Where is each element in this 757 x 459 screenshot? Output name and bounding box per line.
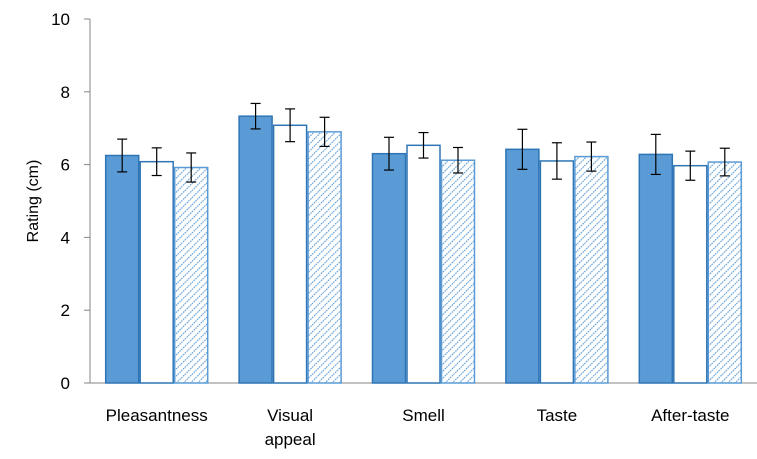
bar-series-1 <box>104 154 140 384</box>
bar-series-1 <box>638 153 674 384</box>
bar-series-3 <box>707 161 743 384</box>
error-bar <box>719 147 730 177</box>
x-tick-label: Visual <box>267 406 313 425</box>
x-tick-label: Smell <box>402 406 445 425</box>
bar-series-2 <box>272 124 308 384</box>
x-tick-label: Pleasantness <box>106 406 208 425</box>
error-bar <box>453 146 463 174</box>
bar-series-2 <box>406 144 441 384</box>
y-axis-title: Rating (cm) <box>25 160 42 243</box>
y-tick-label: 10 <box>51 10 70 29</box>
error-bar <box>384 136 394 171</box>
bars <box>104 115 743 384</box>
error-bar <box>418 131 429 159</box>
x-tick-label: Taste <box>537 406 578 425</box>
y-tick-label: 8 <box>61 83 70 102</box>
bar-series-1 <box>238 115 273 384</box>
bar-series-2 <box>539 160 575 384</box>
bar-series-3 <box>574 155 609 384</box>
bar-series-3 <box>440 159 476 384</box>
bar-series-3 <box>307 131 342 384</box>
bar-series-3 <box>173 166 209 384</box>
error-bar <box>151 147 162 177</box>
y-tick-label: 4 <box>61 228 70 247</box>
bar-series-1 <box>371 152 407 384</box>
y-tick-label: 2 <box>61 301 70 320</box>
x-tick-label: appeal <box>265 430 316 449</box>
error-bars <box>117 102 730 183</box>
bar-series-1 <box>505 148 540 384</box>
x-axis: Pleasantness Visual appeal Smell Taste After-… <box>90 382 757 449</box>
error-bar <box>319 116 330 147</box>
error-bar <box>285 108 296 143</box>
bar-series-2 <box>673 164 708 384</box>
y-tick-label: 0 <box>61 374 70 393</box>
error-bar <box>650 133 661 176</box>
x-tick-label: After-taste <box>651 406 729 425</box>
y-tick-label: 6 <box>61 156 70 175</box>
error-bar <box>551 142 562 180</box>
error-bar <box>186 152 197 183</box>
bar-series-2 <box>139 160 174 384</box>
error-bar <box>685 150 696 181</box>
error-bar <box>517 128 528 170</box>
y-axis: 0 2 4 6 8 10 <box>51 10 91 393</box>
error-bar <box>586 141 597 172</box>
error-bar <box>117 138 128 173</box>
error-bar <box>250 102 261 130</box>
